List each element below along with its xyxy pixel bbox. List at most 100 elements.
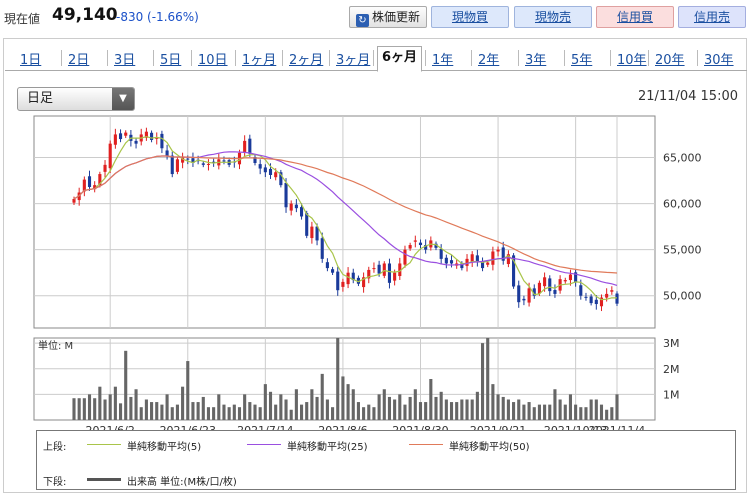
candle-body <box>387 263 392 283</box>
candle-body <box>444 257 448 264</box>
candle-body <box>258 164 262 169</box>
refresh-label: 株価更新 <box>371 10 420 24</box>
candle-body <box>310 226 314 239</box>
candle-body <box>356 277 360 284</box>
genbutsu-sell-button[interactable]: 現物売 <box>514 6 592 28</box>
volume-bar <box>144 399 148 420</box>
volume-bar <box>77 398 81 420</box>
candle-body <box>517 285 521 303</box>
interval-select-value: 日足 <box>27 91 54 106</box>
volume-bar <box>512 402 516 420</box>
shinyo-sell-button[interactable]: 信用売 <box>678 6 746 28</box>
interval-select[interactable]: 日足 ▼ <box>17 87 135 111</box>
volume-bar <box>305 402 309 420</box>
tab-2[interactable]: 3日 <box>114 53 136 68</box>
tab-14[interactable]: 20年 <box>655 53 685 68</box>
volume-bar <box>522 404 526 420</box>
price-plot-area <box>33 115 656 329</box>
tab-3[interactable]: 5日 <box>160 53 182 68</box>
candle-body <box>512 255 516 287</box>
volume-bar <box>310 389 314 420</box>
volume-bar <box>449 402 454 420</box>
tab-12[interactable]: 5年 <box>571 53 593 68</box>
candle-body <box>155 137 159 139</box>
volume-bar <box>299 404 304 420</box>
current-price: 49,140 <box>52 5 118 25</box>
candle-body <box>599 297 604 307</box>
candle-body <box>377 264 381 274</box>
tab-divider <box>153 50 154 66</box>
volume-bar <box>98 386 102 420</box>
candle-body <box>222 160 226 162</box>
tab-5[interactable]: 1ヶ月 <box>242 53 277 68</box>
tab-4[interactable]: 10日 <box>198 53 228 68</box>
candle-body <box>175 159 179 172</box>
volume-bar <box>568 394 573 420</box>
volume-bar <box>175 404 179 420</box>
volume-tick-label: 2M <box>663 363 680 376</box>
refresh-button[interactable]: ↻ 株価更新 <box>349 6 427 28</box>
volume-bar <box>465 399 469 420</box>
volume-bar <box>289 409 293 420</box>
volume-bar <box>336 338 340 420</box>
volume-bar <box>129 396 133 420</box>
candle-body <box>93 185 97 190</box>
y-tick-label: 50,000 <box>663 290 702 303</box>
volume-bar <box>517 399 521 420</box>
candle-body <box>553 290 557 294</box>
candle-body <box>186 158 190 160</box>
legend-volume: 出来高 単位:(M株/口/枚) <box>127 477 237 488</box>
genbutsu-buy-button[interactable]: 現物買 <box>431 6 509 28</box>
volume-bar <box>439 391 443 420</box>
volume-bar <box>429 379 433 420</box>
tab-8[interactable]: 6ヶ月 <box>377 46 423 72</box>
volume-bar <box>615 394 619 420</box>
candle-body <box>563 280 567 282</box>
candle-body <box>501 247 505 261</box>
volume-bar <box>496 394 500 420</box>
candle-body <box>274 172 278 178</box>
tab-15[interactable]: 30年 <box>704 53 734 68</box>
moving-average-line <box>73 135 618 301</box>
tab-13[interactable]: 10年 <box>617 53 647 68</box>
candle-body <box>537 282 541 294</box>
tab-9[interactable]: 1年 <box>432 53 454 68</box>
candle-body <box>465 258 469 266</box>
volume-bar <box>387 396 392 420</box>
volume-bar <box>113 386 117 420</box>
tab-divider <box>425 50 426 66</box>
tab-6[interactable]: 2ヶ月 <box>289 53 324 68</box>
candle-body <box>475 255 479 263</box>
candle-body <box>103 164 107 172</box>
candle-body <box>144 131 148 138</box>
candle-body <box>605 293 609 298</box>
candle-body <box>160 133 164 149</box>
candle-body <box>299 207 304 217</box>
tab-divider <box>564 50 565 66</box>
volume-bar <box>418 402 423 420</box>
tab-1[interactable]: 2日 <box>68 53 90 68</box>
tab-0[interactable]: 1日 <box>20 53 42 68</box>
volume-bar <box>186 361 190 420</box>
volume-bar <box>201 396 205 420</box>
candle-body <box>346 272 350 285</box>
volume-bar <box>118 403 123 420</box>
volume-bar <box>470 399 474 420</box>
stock-chart: 2021/6/22021/6/232021/7/142021/8/62021/8… <box>33 115 702 437</box>
tab-11[interactable]: 3年 <box>525 53 547 68</box>
volume-bar <box>150 402 154 420</box>
volume-bar <box>558 399 562 420</box>
volume-bar <box>72 398 76 420</box>
candle-body <box>460 263 464 269</box>
volume-bar <box>134 389 138 420</box>
volume-bar <box>382 389 386 420</box>
legend-ma5-swatch <box>87 444 121 445</box>
volume-bar <box>331 407 335 420</box>
volume-bar <box>155 402 159 420</box>
volume-bar <box>139 407 143 420</box>
shinyo-buy-button[interactable]: 信用買 <box>596 6 674 28</box>
legend-upper-label: 上段: <box>43 442 67 453</box>
tab-10[interactable]: 2年 <box>478 53 500 68</box>
tab-7[interactable]: 3ヶ月 <box>336 53 371 68</box>
candle-body <box>470 254 474 263</box>
